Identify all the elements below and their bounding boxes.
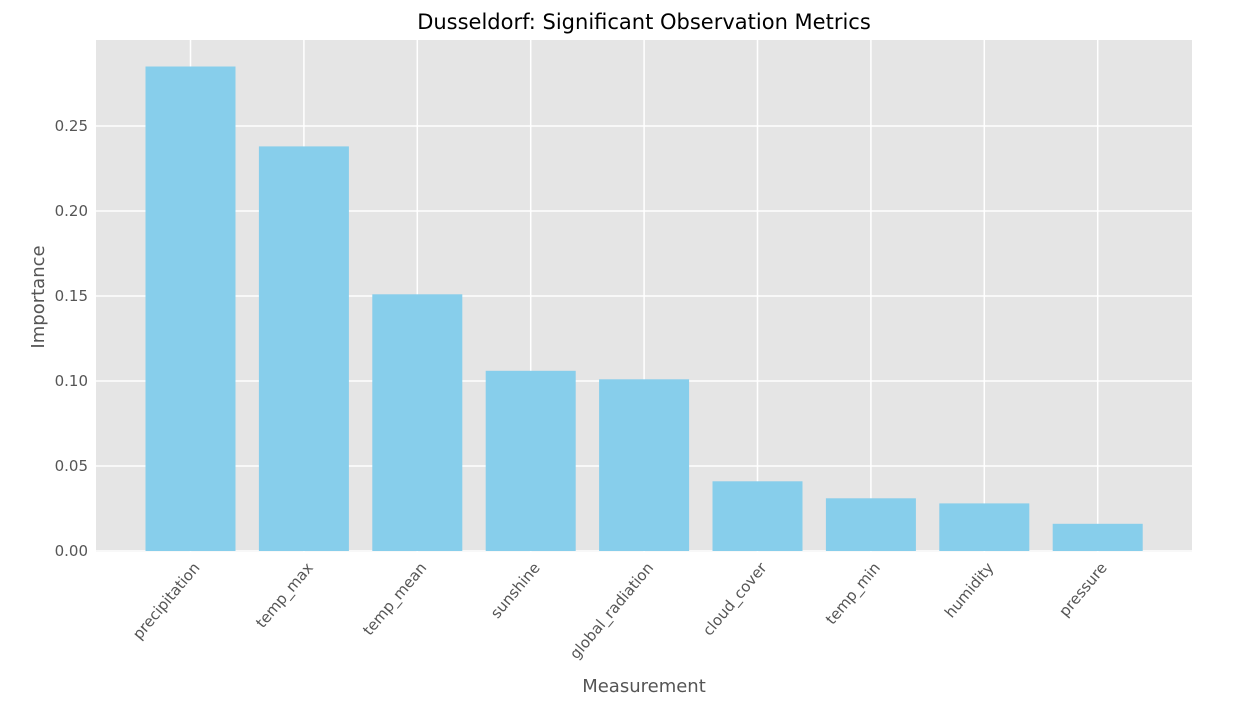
- bar-temp-max: [258, 146, 349, 551]
- bar-sunshine: [485, 370, 576, 551]
- bar-temp-mean: [372, 294, 463, 551]
- y-tick-label: 0.10: [55, 372, 88, 390]
- y-tick-label: 0.25: [55, 117, 88, 135]
- x-tick-label: global_radiation: [566, 559, 658, 663]
- bar-humidity: [939, 503, 1030, 551]
- bar-pressure: [1052, 523, 1143, 551]
- x-tick-label: cloud_cover: [699, 558, 772, 640]
- bar-precipitation: [145, 66, 236, 551]
- x-tick-label: temp_mean: [359, 559, 431, 640]
- bar-global-radiation: [599, 379, 690, 551]
- y-axis-ticks: 0.00 0.05 0.10 0.15 0.20 0.25: [55, 117, 88, 560]
- x-tick-label: pressure: [1055, 559, 1110, 620]
- y-axis-title: Importance: [28, 245, 49, 348]
- bar-temp-min: [825, 498, 916, 551]
- bar-cloud-cover: [712, 481, 803, 551]
- x-tick-label: temp_max: [252, 559, 318, 632]
- x-axis-title: Measurement: [582, 676, 706, 697]
- x-tick-label: precipitation: [129, 559, 204, 643]
- y-tick-label: 0.00: [55, 542, 88, 560]
- y-tick-label: 0.05: [55, 457, 88, 475]
- y-tick-label: 0.15: [55, 287, 88, 305]
- x-axis-ticks: precipitation temp_max temp_mean sunshine gl…: [129, 558, 1111, 663]
- y-tick-label: 0.20: [55, 202, 88, 220]
- chart-title: Dusseldorf: Significant Observation Metr…: [417, 10, 871, 34]
- x-tick-label: sunshine: [487, 559, 544, 622]
- bars: [145, 66, 1143, 551]
- x-tick-label: humidity: [941, 559, 997, 621]
- x-tick-label: temp_min: [822, 559, 885, 629]
